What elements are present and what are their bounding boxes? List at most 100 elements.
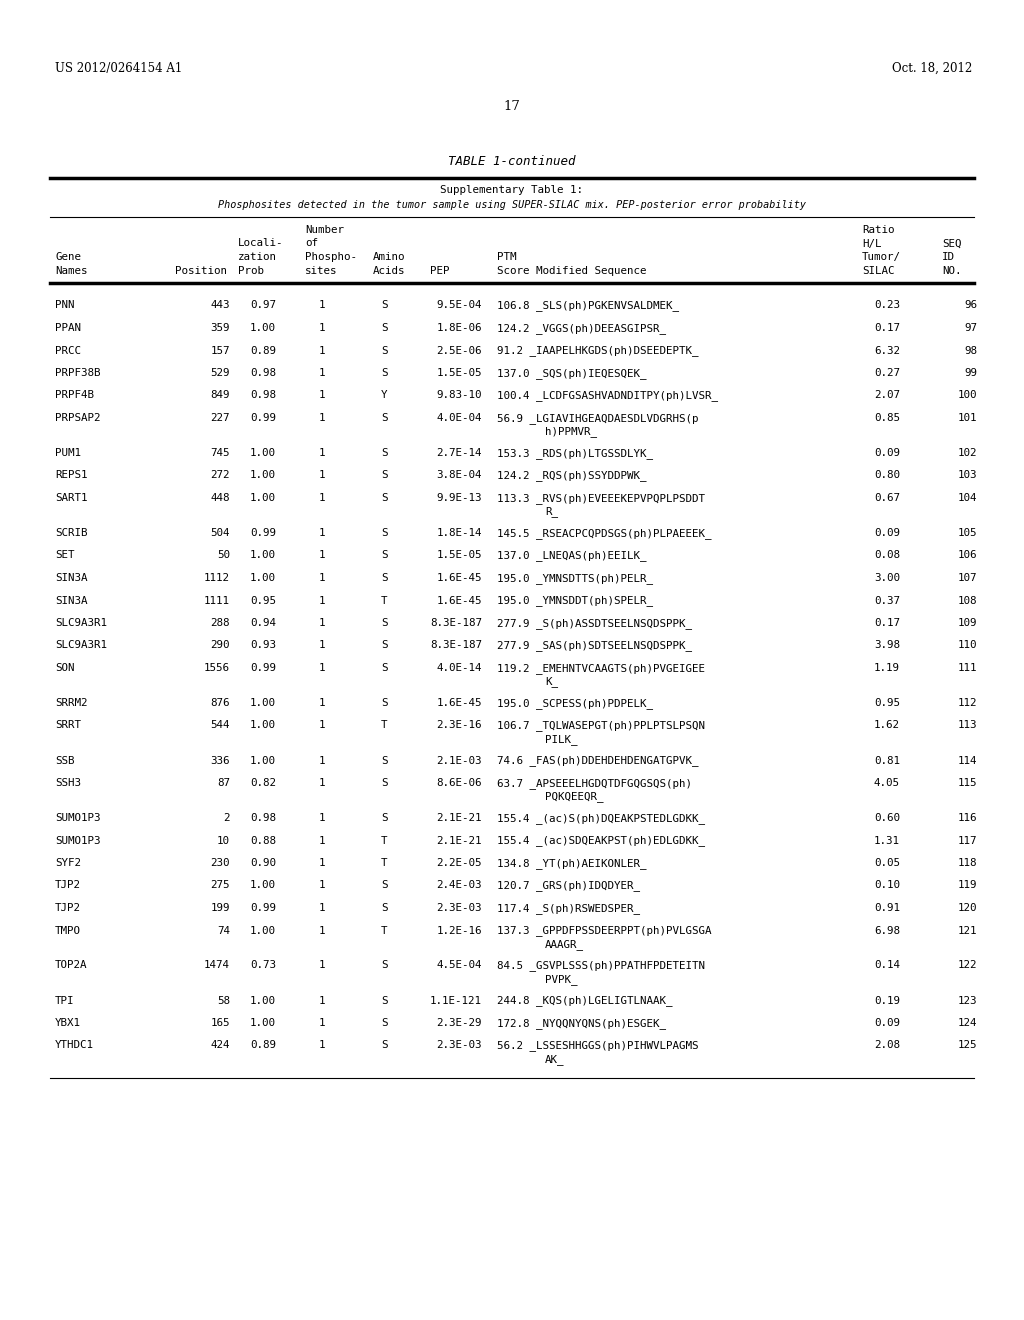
Text: 1: 1: [319, 1018, 326, 1028]
Text: 121: 121: [957, 925, 977, 936]
Text: TJP2: TJP2: [55, 880, 81, 891]
Text: PNN: PNN: [55, 301, 75, 310]
Text: 117: 117: [957, 836, 977, 846]
Text: 0.08: 0.08: [874, 550, 900, 561]
Text: 137.0 _SQS(ph)IEQESQEK_: 137.0 _SQS(ph)IEQESQEK_: [497, 368, 646, 379]
Text: 100.4 _LCDFGSASHVADNDITPY(ph)LVSR_: 100.4 _LCDFGSASHVADNDITPY(ph)LVSR_: [497, 391, 718, 401]
Text: 1: 1: [319, 640, 326, 651]
Text: 2.5E-06: 2.5E-06: [436, 346, 482, 355]
Text: 155.4 _(ac)S(ph)DQEAKPSTEDLGDKK_: 155.4 _(ac)S(ph)DQEAKPSTEDLGDKK_: [497, 813, 705, 824]
Text: 63.7 _APSEEELHGDQTDFGQGSQS(ph): 63.7 _APSEEELHGDQTDFGQGSQS(ph): [497, 777, 692, 789]
Text: 123: 123: [957, 995, 977, 1006]
Text: 6.98: 6.98: [874, 925, 900, 936]
Text: 1.00: 1.00: [250, 925, 276, 936]
Text: 0.99: 0.99: [250, 413, 276, 422]
Text: of: of: [305, 239, 318, 248]
Text: S: S: [381, 492, 387, 503]
Text: 1: 1: [319, 413, 326, 422]
Text: S: S: [381, 961, 387, 970]
Text: 1.00: 1.00: [250, 1018, 276, 1028]
Text: S: S: [381, 346, 387, 355]
Text: S: S: [381, 323, 387, 333]
Text: 113.3 _RVS(ph)EVEEEKEPVPQPLPSDDT: 113.3 _RVS(ph)EVEEEKEPVPQPLPSDDT: [497, 492, 705, 504]
Text: T: T: [381, 836, 387, 846]
Text: 1: 1: [319, 323, 326, 333]
Text: 0.27: 0.27: [874, 368, 900, 378]
Text: 0.89: 0.89: [250, 346, 276, 355]
Text: PQKQEEQR_: PQKQEEQR_: [545, 792, 603, 803]
Text: 1: 1: [319, 858, 326, 869]
Text: 2.1E-03: 2.1E-03: [436, 755, 482, 766]
Text: 134.8 _YT(ph)AEIKONLER_: 134.8 _YT(ph)AEIKONLER_: [497, 858, 646, 869]
Text: S: S: [381, 640, 387, 651]
Text: 0.99: 0.99: [250, 663, 276, 673]
Text: T: T: [381, 925, 387, 936]
Text: 0.99: 0.99: [250, 903, 276, 913]
Text: S: S: [381, 618, 387, 628]
Text: SART1: SART1: [55, 492, 87, 503]
Text: PRPF38B: PRPF38B: [55, 368, 100, 378]
Text: 116: 116: [957, 813, 977, 822]
Text: 106.7 _TQLWASEPGT(ph)PPLPTSLPSQN: 106.7 _TQLWASEPGT(ph)PPLPTSLPSQN: [497, 721, 705, 731]
Text: 1.31: 1.31: [874, 836, 900, 846]
Text: SON: SON: [55, 663, 75, 673]
Text: Amino: Amino: [373, 252, 406, 261]
Text: Score Modified Sequence: Score Modified Sequence: [497, 265, 646, 276]
Text: 111: 111: [957, 663, 977, 673]
Text: 1: 1: [319, 595, 326, 606]
Text: 1.00: 1.00: [250, 880, 276, 891]
Text: PVPK_: PVPK_: [545, 974, 578, 985]
Text: SLC9A3R1: SLC9A3R1: [55, 640, 106, 651]
Text: 0.91: 0.91: [874, 903, 900, 913]
Text: 112: 112: [957, 698, 977, 708]
Text: 115: 115: [957, 777, 977, 788]
Text: 1474: 1474: [204, 961, 230, 970]
Text: 8.3E-187: 8.3E-187: [430, 640, 482, 651]
Text: 50: 50: [217, 550, 230, 561]
Text: 0.98: 0.98: [250, 368, 276, 378]
Text: 87: 87: [217, 777, 230, 788]
Text: 74.6 _FAS(ph)DDEHDEHDENGATGPVK_: 74.6 _FAS(ph)DDEHDEHDENGATGPVK_: [497, 755, 698, 767]
Text: R_: R_: [545, 507, 558, 517]
Text: 91.2 _IAAPELHKGDS(ph)DSEEDEPTK_: 91.2 _IAAPELHKGDS(ph)DSEEDEPTK_: [497, 346, 698, 356]
Text: 230: 230: [211, 858, 230, 869]
Text: 272: 272: [211, 470, 230, 480]
Text: 1.00: 1.00: [250, 698, 276, 708]
Text: S: S: [381, 368, 387, 378]
Text: 195.0 _YMNSDTTS(ph)PELR_: 195.0 _YMNSDTTS(ph)PELR_: [497, 573, 653, 583]
Text: TPI: TPI: [55, 995, 75, 1006]
Text: 114: 114: [957, 755, 977, 766]
Text: 1: 1: [319, 903, 326, 913]
Text: 2.1E-21: 2.1E-21: [436, 836, 482, 846]
Text: 1: 1: [319, 925, 326, 936]
Text: 0.88: 0.88: [250, 836, 276, 846]
Text: 2.3E-03: 2.3E-03: [436, 903, 482, 913]
Text: 2.3E-03: 2.3E-03: [436, 1040, 482, 1051]
Text: 277.9 _SAS(ph)SDTSEELNSQDSPPK_: 277.9 _SAS(ph)SDTSEELNSQDSPPK_: [497, 640, 692, 651]
Text: 0.81: 0.81: [874, 755, 900, 766]
Text: 122: 122: [957, 961, 977, 970]
Text: SIN3A: SIN3A: [55, 595, 87, 606]
Text: 58: 58: [217, 995, 230, 1006]
Text: 1111: 1111: [204, 595, 230, 606]
Text: SEQ: SEQ: [942, 239, 962, 248]
Text: PEP: PEP: [430, 265, 450, 276]
Text: 0.23: 0.23: [874, 301, 900, 310]
Text: Locali-: Locali-: [238, 239, 284, 248]
Text: PUM1: PUM1: [55, 447, 81, 458]
Text: 0.95: 0.95: [250, 595, 276, 606]
Text: 0.05: 0.05: [874, 858, 900, 869]
Text: 3.00: 3.00: [874, 573, 900, 583]
Text: 108: 108: [957, 595, 977, 606]
Text: 0.99: 0.99: [250, 528, 276, 539]
Text: 1.00: 1.00: [250, 470, 276, 480]
Text: 0.85: 0.85: [874, 413, 900, 422]
Text: 4.5E-04: 4.5E-04: [436, 961, 482, 970]
Text: S: S: [381, 550, 387, 561]
Text: H/L: H/L: [862, 239, 882, 248]
Text: 106.8 _SLS(ph)PGKENVSALDMEK_: 106.8 _SLS(ph)PGKENVSALDMEK_: [497, 301, 679, 312]
Text: TMPO: TMPO: [55, 925, 81, 936]
Text: 103: 103: [957, 470, 977, 480]
Text: 0.17: 0.17: [874, 323, 900, 333]
Text: PPAN: PPAN: [55, 323, 81, 333]
